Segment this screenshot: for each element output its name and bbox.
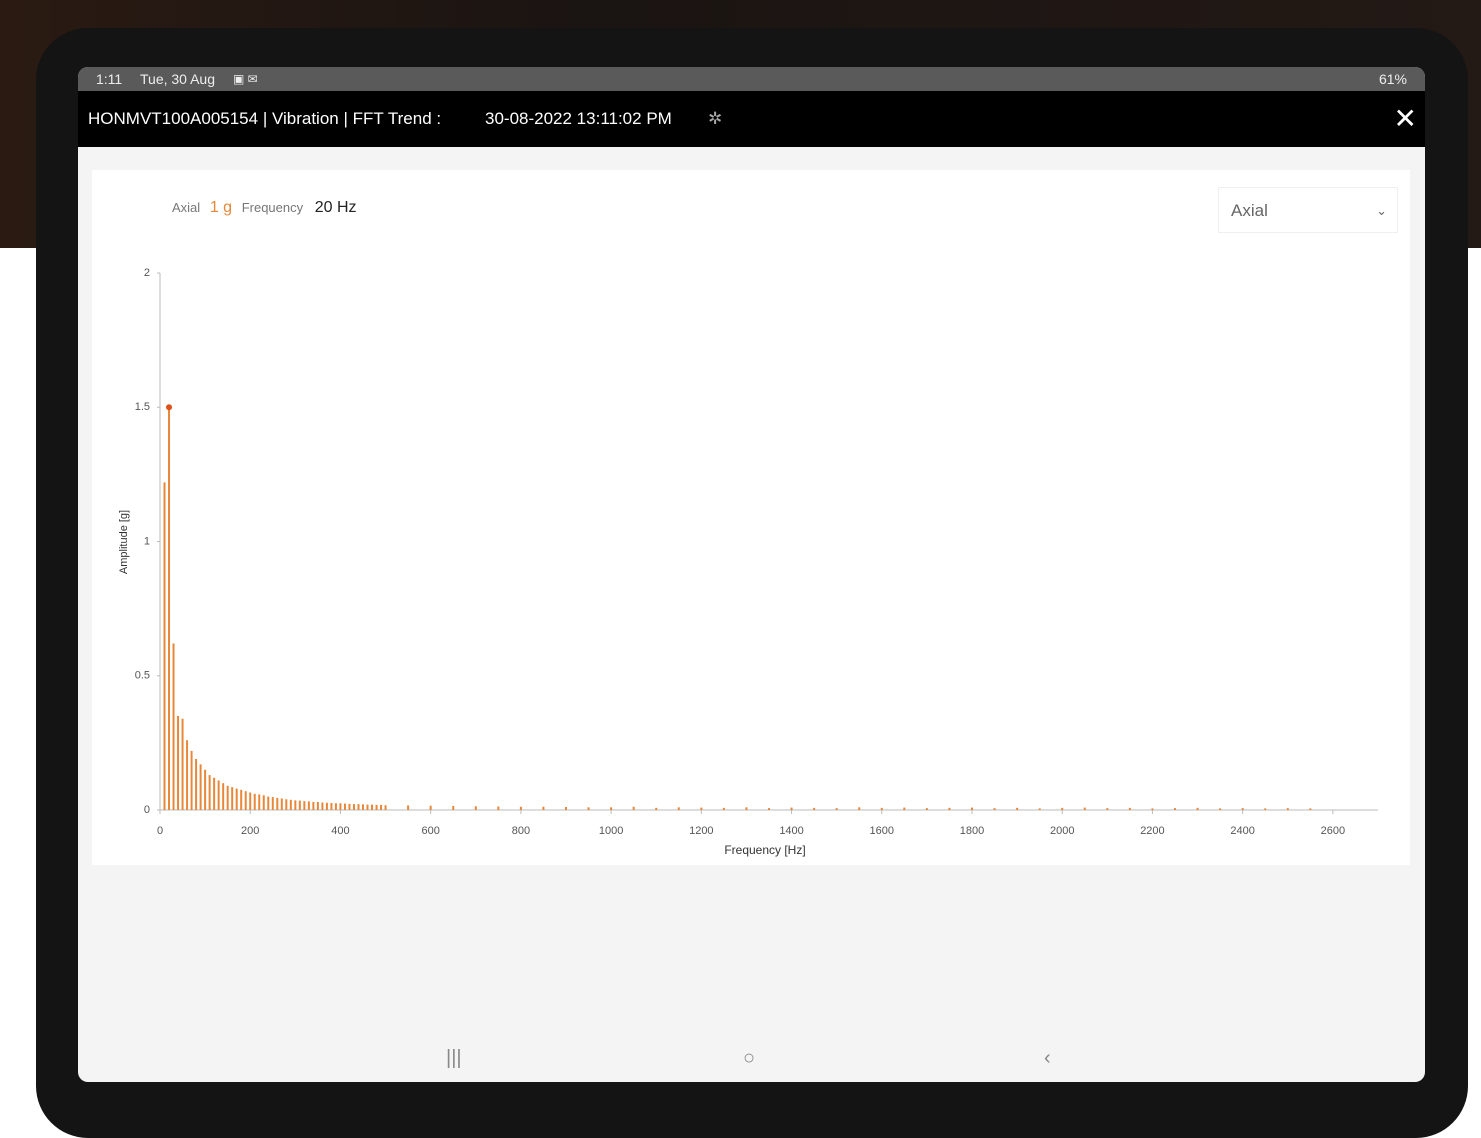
battery: 61% xyxy=(1378,71,1407,87)
x-tick-label: 1200 xyxy=(689,825,713,837)
title: HONMVT100A005154 | Vibration | FFT Trend… xyxy=(88,109,442,128)
notification-icons: ▣ ✉ xyxy=(233,72,258,86)
chart: Frequency [Hz] Amplitude [g] 0 0.5 1 1.5 2 0 2… xyxy=(118,267,1378,857)
chart-card xyxy=(92,170,1410,865)
axis-dropdown[interactable]: Axial ⌄ xyxy=(1218,187,1398,233)
x-tick-label: 1000 xyxy=(599,825,623,837)
back[interactable]: ‹ xyxy=(1044,1047,1051,1069)
header: HONMVT100A005154 | Vibration | FFT Trend… xyxy=(78,91,1425,147)
legend-amplitude: 1 g xyxy=(209,199,233,216)
status-bar: 1:11 Tue, 30 Aug ▣ ✉ 61% xyxy=(78,67,1425,91)
x-tick-label: 800 xyxy=(512,825,530,837)
x-tick-label: 1800 xyxy=(960,825,984,837)
legend-frequency: 20 Hz xyxy=(314,199,357,216)
legend-frequency-label: Frequency xyxy=(241,200,304,215)
y-tick-label: 1.5 xyxy=(135,401,150,413)
x-tick-label: 0 xyxy=(157,825,163,837)
home[interactable]: ○ xyxy=(743,1047,756,1069)
time: 1:11 xyxy=(96,71,123,87)
x-tick-label: 2400 xyxy=(1230,825,1254,837)
timestamp: 30-08-2022 13:11:02 PM xyxy=(485,109,672,128)
y-tick-label: 1 xyxy=(144,535,150,547)
close-button[interactable]: ✕ xyxy=(1393,103,1417,134)
x-tick-label: 2600 xyxy=(1321,825,1345,837)
y-tick-label: 0.5 xyxy=(135,670,150,682)
legend: Axial 1 g Frequency 20 Hz xyxy=(172,198,357,218)
highlight-point xyxy=(166,404,173,411)
x-tick-label: 400 xyxy=(331,825,349,837)
y-axis-label: Amplitude [g] xyxy=(118,510,130,574)
y-tick-label: 0 xyxy=(144,804,150,816)
x-tick-label: 2000 xyxy=(1050,825,1074,837)
x-tick-label: 1600 xyxy=(870,825,894,837)
y-tick-label: 2 xyxy=(144,267,150,279)
dropdown-value: Axial xyxy=(1231,201,1268,220)
x-tick-label: 1400 xyxy=(779,825,803,837)
x-tick-label: 200 xyxy=(241,825,259,837)
legend-axis: Axial xyxy=(172,200,201,215)
x-axis-label: Frequency [Hz] xyxy=(724,843,805,857)
loading-icon: ✲ xyxy=(708,109,723,128)
x-tick-label: 600 xyxy=(421,825,439,837)
x-tick-label: 2200 xyxy=(1140,825,1164,837)
chevron: ⌄ xyxy=(1376,203,1387,218)
date: Tue, 30 Aug xyxy=(140,71,215,87)
screen: 1:11 Tue, 30 Aug ▣ ✉ 61% HONMVT100A00515… xyxy=(78,67,1425,1082)
recent-apps[interactable]: ||| xyxy=(446,1047,462,1069)
